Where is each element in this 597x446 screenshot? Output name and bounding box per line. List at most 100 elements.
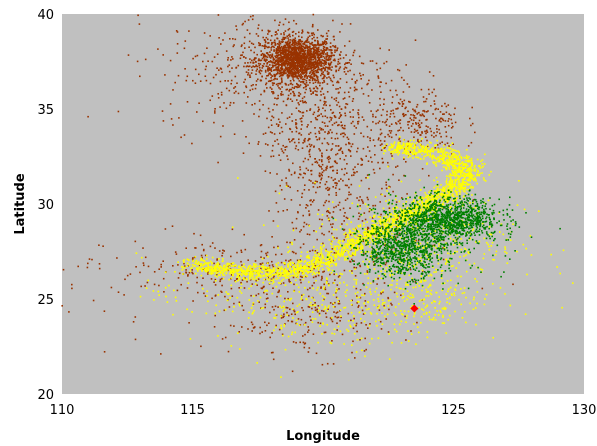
scatter-point [333, 252, 336, 254]
scatter-point [296, 64, 299, 67]
scatter-point [322, 310, 325, 312]
scatter-point [255, 64, 257, 67]
scatter-point [436, 197, 438, 200]
scatter-point [454, 204, 456, 207]
scatter-point [368, 102, 371, 104]
scatter-point [372, 168, 375, 171]
scatter-point [295, 49, 298, 51]
scatter-point [366, 174, 369, 176]
scatter-point [447, 194, 449, 196]
scatter-point [389, 113, 392, 115]
scatter-point [448, 191, 451, 194]
scatter-point [299, 44, 302, 46]
scatter-point [345, 103, 347, 105]
scatter-point [247, 72, 250, 74]
scatter-point [418, 149, 421, 151]
scatter-point [337, 241, 339, 244]
scatter-point [399, 98, 402, 101]
scatter-point [325, 316, 328, 318]
scatter-point [144, 58, 147, 61]
scatter-point [175, 30, 178, 32]
scatter-point [446, 175, 448, 177]
scatter-point [323, 233, 325, 236]
scatter-point [324, 183, 327, 186]
scatter-point [324, 53, 327, 55]
scatter-point [330, 223, 332, 226]
scatter-point [374, 239, 377, 241]
scatter-point [329, 104, 331, 107]
scatter-point [301, 124, 303, 126]
scatter-point [418, 119, 421, 122]
scatter-point [335, 69, 337, 72]
scatter-point [354, 251, 356, 253]
scatter-point [457, 156, 459, 159]
scatter-point [397, 129, 399, 132]
scatter-point [255, 263, 257, 266]
scatter-point [296, 54, 299, 56]
scatter-point [197, 262, 200, 264]
scatter-point [392, 217, 395, 220]
scatter-point [332, 169, 334, 172]
scatter-point [449, 144, 452, 146]
scatter-point [192, 79, 194, 82]
scatter-point [325, 187, 327, 190]
scatter-point [277, 124, 280, 126]
scatter-point [277, 66, 279, 68]
scatter-point [267, 144, 269, 146]
scatter-point [329, 157, 331, 160]
scatter-point [273, 78, 275, 81]
scatter-point [446, 178, 448, 180]
scatter-point [280, 126, 283, 129]
scatter-point [328, 187, 331, 190]
scatter-point [288, 260, 290, 262]
scatter-point [227, 269, 229, 272]
scatter-point [338, 188, 341, 191]
scatter-point [391, 220, 394, 222]
scatter-point [272, 358, 275, 361]
scatter-point [230, 287, 233, 290]
scatter-point [424, 130, 426, 133]
scatter-point [317, 42, 319, 44]
scatter-point [289, 259, 292, 261]
scatter-point [322, 35, 324, 37]
scatter-point [330, 55, 332, 57]
scatter-point [327, 132, 329, 135]
scatter-point [328, 120, 331, 123]
scatter-point [285, 182, 288, 184]
scatter-point [266, 324, 268, 327]
scatter-point [414, 39, 417, 41]
scatter-point [103, 310, 106, 312]
scatter-point [282, 144, 284, 147]
scatter-point [316, 252, 319, 254]
scatter-point [335, 97, 338, 99]
scatter-point [438, 196, 441, 199]
scatter-point [279, 159, 282, 161]
scatter-point [385, 124, 388, 126]
scatter-point [230, 59, 232, 61]
scatter-point [244, 47, 246, 49]
scatter-point [424, 149, 426, 151]
scatter-point [463, 187, 465, 189]
scatter-point [402, 115, 405, 118]
scatter-point [406, 152, 408, 154]
scatter-point [303, 59, 306, 62]
scatter-point [194, 256, 197, 258]
scatter-point [242, 152, 245, 154]
scatter-point [275, 202, 278, 204]
scatter-point [433, 132, 435, 134]
scatter-point [440, 135, 442, 138]
scatter-point [269, 39, 272, 42]
scatter-point [305, 58, 308, 61]
scatter-point [309, 52, 312, 54]
scatter-point [375, 242, 377, 244]
scatter-point [288, 48, 290, 50]
scatter-point [412, 119, 415, 122]
scatter-point [293, 39, 295, 41]
scatter-point [283, 313, 285, 315]
scatter-point [326, 70, 329, 73]
scatter-point [309, 60, 311, 63]
scatter-point [376, 256, 378, 259]
scatter-point [267, 74, 270, 77]
scatter-point [328, 66, 330, 69]
scatter-point [306, 233, 309, 235]
